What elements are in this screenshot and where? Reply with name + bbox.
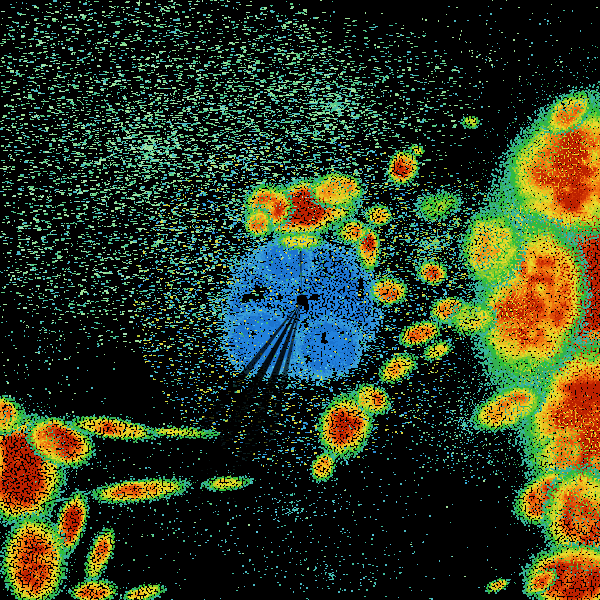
radar-display (0, 0, 600, 600)
radar-echo-canvas (0, 0, 600, 600)
